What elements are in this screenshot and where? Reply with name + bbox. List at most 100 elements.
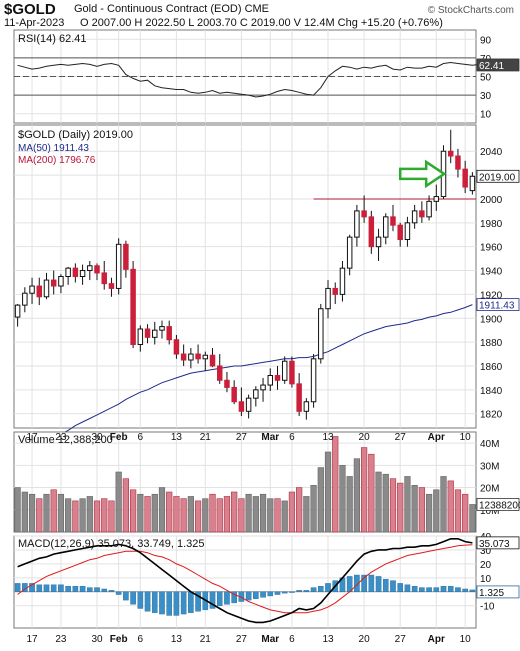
volume-bar [418, 487, 425, 533]
volume-last-label: 12388200 [479, 500, 520, 511]
volume-bar [382, 473, 389, 533]
macd-histogram-bar [130, 591, 136, 605]
candle-up [137, 328, 144, 345]
macd-histogram-bar [79, 585, 86, 592]
candle-up [318, 308, 324, 360]
candle-down [274, 375, 281, 381]
volume-tick-label: 30M [480, 461, 499, 472]
candle-up [267, 375, 274, 386]
macd-histogram-bar [317, 585, 324, 592]
macd-histogram-bar [447, 585, 454, 592]
last-price-label: 2019.00 [479, 172, 516, 183]
volume-bar [310, 485, 317, 533]
volume-bar [14, 487, 21, 533]
price-tick-label: 1840 [480, 386, 503, 397]
candle-up [79, 270, 86, 277]
candle-up [245, 397, 252, 412]
candle-down [455, 155, 461, 170]
candle-down [36, 285, 43, 298]
candle-up [411, 210, 418, 224]
volume-bar [194, 500, 202, 533]
volume-bar [28, 493, 36, 533]
macd-histogram-bar [382, 579, 389, 592]
candle-down [361, 210, 367, 218]
x-axis-tick-label: 30 [91, 634, 103, 645]
volume-bar [21, 491, 28, 533]
volume-bar [137, 493, 144, 533]
price-tick-label: 1820 [480, 410, 503, 421]
x-axis-tick-label: 10 [460, 634, 472, 645]
macd-histogram-bar [440, 585, 447, 592]
x-axis-tick-label: Mar [261, 432, 279, 443]
volume-bar [425, 493, 433, 533]
macd-histogram-bar [216, 591, 223, 606]
macd-hist-label: 1.325 [479, 588, 504, 599]
candle-up [426, 200, 432, 218]
candle-up [253, 389, 259, 399]
candle-up [152, 329, 158, 338]
price-tick-label: 1860 [480, 362, 503, 373]
candle-down [462, 168, 468, 188]
volume-bar [187, 496, 194, 533]
candle-up [159, 326, 165, 331]
candle-down [130, 268, 136, 345]
volume-bar [151, 493, 158, 533]
macd-histogram-bar [43, 584, 50, 592]
candle-down [166, 326, 172, 341]
macd-histogram-bar [469, 589, 476, 592]
x-axis-tick-label: 10 [460, 432, 472, 443]
x-axis-tick-label: 20 [359, 432, 371, 443]
price-tick-label: 1980 [480, 219, 503, 230]
volume-bar [267, 498, 274, 533]
candle-up [433, 196, 440, 202]
macd-histogram-bar [180, 591, 187, 615]
rsi-last-label-box [476, 58, 520, 72]
candle-down [180, 353, 187, 361]
x-axis-tick-label: 27 [395, 432, 407, 443]
x-axis-tick-label: 30 [91, 432, 103, 443]
volume-bar [433, 489, 440, 533]
volume-bar [454, 489, 462, 533]
volume-bar [122, 478, 130, 533]
macd-histogram-bar [368, 574, 375, 592]
macd-histogram-bar [433, 587, 440, 592]
volume-bar [216, 498, 223, 533]
x-axis-tick-label: 6 [138, 432, 144, 443]
volume-bar [79, 498, 86, 533]
macd-histogram-bar [462, 588, 468, 592]
rsi-line [17, 61, 487, 98]
volume-bar [469, 504, 476, 533]
macd-histogram-bar [260, 591, 266, 598]
volume-bar [57, 493, 65, 533]
volume-tick-label: 40M [480, 439, 499, 450]
price-tick-label: 2000 [480, 195, 503, 206]
macd-histogram-bar [274, 591, 281, 595]
candle-down [419, 210, 425, 218]
symbol-title: $GOLD [4, 1, 56, 18]
x-axis-tick-label: 13 [171, 432, 183, 443]
candle-up [43, 279, 50, 298]
macd-tick-label: 30 [480, 546, 492, 557]
ma50-line [17, 304, 473, 460]
price-tick-label: 1960 [480, 243, 503, 254]
macd-histogram-bar [159, 591, 165, 615]
macd-last-label-box [476, 536, 520, 550]
instrument-name: Gold - Continuous Contract (EOD) CME [74, 3, 270, 15]
x-axis-tick-label: 6 [138, 634, 144, 645]
volume-bar [404, 476, 411, 533]
candle-up [87, 265, 93, 272]
volume-bar [223, 496, 231, 533]
volume-last-label-box [476, 498, 520, 511]
rsi-tick-label: 90 [480, 35, 492, 46]
macd-histogram-bar [65, 585, 71, 592]
macd-histogram-bar [390, 580, 396, 592]
macd-histogram-bar [14, 583, 21, 592]
volume-bar [115, 471, 122, 533]
ma50-legend: MA(50) 1911.43 [18, 143, 89, 154]
candle-down [231, 386, 237, 403]
macd-histogram-bar [94, 587, 100, 592]
rsi-tick-label: 10 [480, 110, 492, 121]
volume-bar [245, 493, 252, 533]
macd-histogram-bar [188, 591, 194, 613]
candle-up [339, 267, 346, 295]
